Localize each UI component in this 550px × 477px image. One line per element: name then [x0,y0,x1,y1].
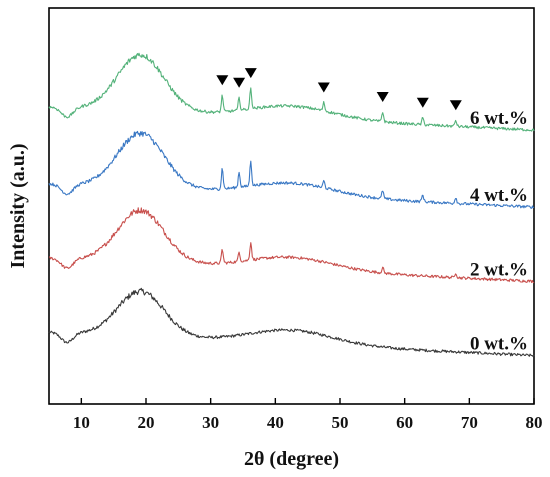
x-axis-ticks: 10 20 30 40 50 60 70 80 [73,398,543,432]
plot-frame [48,7,535,405]
peak-marker-triangle [233,77,246,88]
y-axis-title: Intensity (a.u.) [7,143,29,268]
x-tick-label: 80 [526,413,543,432]
peak-marker-triangle [216,75,229,86]
x-tick-label: 70 [461,413,478,432]
series-label-layer: 0 wt.% 2 wt.% 4 wt.% 6 wt.% [470,108,528,355]
x-tick-label: 40 [267,413,284,432]
x-tick-label: 60 [396,413,413,432]
series-line-1 [48,207,535,284]
x-tick-label: 30 [202,413,219,432]
x-axis-title: 2θ (degree) [244,448,339,470]
series-line-3 [48,52,535,132]
series-label: 4 wt.% [470,185,528,206]
peak-marker-layer [216,68,462,111]
series-label: 0 wt.% [470,334,528,355]
peak-marker-triangle [449,100,462,111]
series-label: 6 wt.% [470,108,528,129]
series-line-0 [48,287,535,358]
series-layer [48,52,535,358]
peak-marker-triangle [244,68,257,79]
x-tick-label: 20 [138,413,155,432]
series-label: 2 wt.% [470,259,528,280]
peak-marker-triangle [416,97,429,108]
x-tick-label: 10 [73,413,90,432]
peak-marker-triangle [376,92,389,102]
series-line-2 [48,130,535,209]
peak-marker-triangle [317,82,330,93]
x-tick-label: 50 [332,413,349,432]
